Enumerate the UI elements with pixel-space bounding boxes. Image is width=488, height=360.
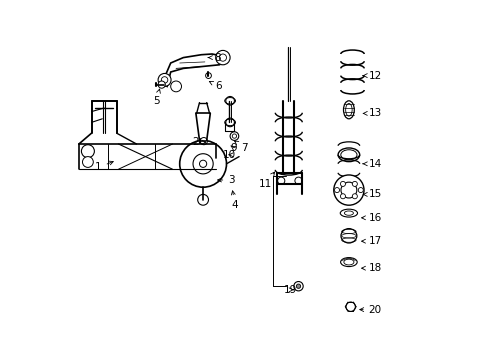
Circle shape [225,96,234,105]
Circle shape [179,140,226,187]
Text: 18: 18 [361,263,381,273]
Text: 14: 14 [362,159,381,169]
Circle shape [196,157,206,167]
Text: 12: 12 [362,71,381,81]
Ellipse shape [340,229,356,243]
Circle shape [333,175,363,205]
Text: 15: 15 [362,189,381,199]
Text: 2: 2 [192,137,205,147]
Text: 6: 6 [209,81,222,91]
Circle shape [225,118,234,127]
Circle shape [170,81,181,92]
Ellipse shape [340,209,357,217]
Ellipse shape [340,258,356,266]
Circle shape [346,302,355,311]
Circle shape [81,145,94,158]
Circle shape [230,132,238,140]
Text: 7: 7 [234,141,247,153]
Text: 8: 8 [208,53,220,63]
Circle shape [158,81,165,88]
Circle shape [200,138,207,145]
Text: 5: 5 [152,89,160,106]
Ellipse shape [337,148,359,162]
Circle shape [199,160,206,167]
Text: 9: 9 [230,143,236,153]
Circle shape [158,73,171,86]
Circle shape [215,50,230,65]
Circle shape [294,177,302,184]
Text: 13: 13 [362,108,381,118]
Circle shape [293,282,303,291]
Text: 19: 19 [284,285,297,295]
Circle shape [277,177,284,184]
Circle shape [197,194,208,205]
Circle shape [351,194,357,199]
Text: 17: 17 [361,236,381,246]
Ellipse shape [343,101,354,119]
Circle shape [340,181,345,186]
Circle shape [205,73,211,78]
Circle shape [82,157,93,167]
Text: 11: 11 [258,172,274,189]
Circle shape [296,284,300,288]
Text: 3: 3 [217,175,234,185]
Text: 4: 4 [231,191,238,210]
Circle shape [351,181,357,186]
Circle shape [340,194,345,199]
Text: 20: 20 [359,305,381,315]
Text: 1: 1 [95,161,113,172]
Text: 16: 16 [361,213,381,223]
Circle shape [196,146,206,157]
Circle shape [358,188,363,193]
Text: 10: 10 [223,150,236,160]
Circle shape [334,188,339,193]
